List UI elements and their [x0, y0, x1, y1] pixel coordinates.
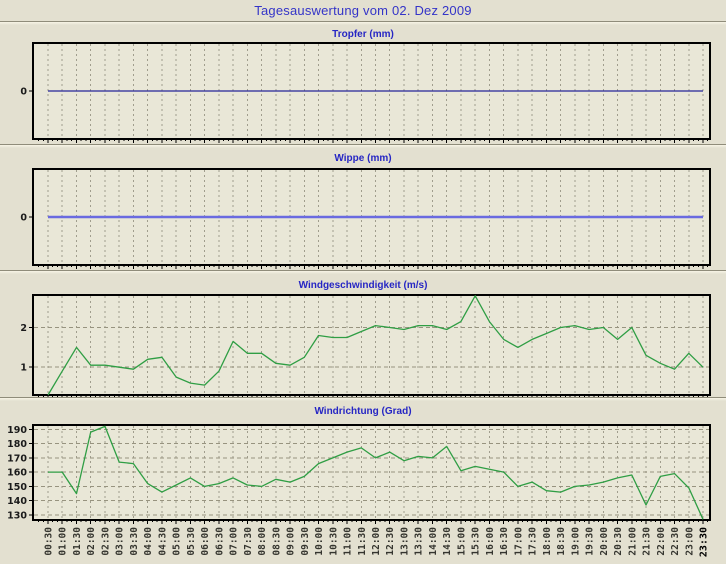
separator	[0, 21, 726, 25]
svg-text:03:30: 03:30	[129, 527, 140, 556]
svg-text:130: 130	[7, 511, 27, 522]
svg-text:02:30: 02:30	[100, 527, 111, 556]
svg-text:01:00: 01:00	[58, 527, 69, 556]
svg-text:01:30: 01:30	[72, 527, 83, 556]
svg-text:15:30: 15:30	[471, 527, 482, 556]
svg-text:22:30: 22:30	[670, 527, 681, 556]
svg-text:09:30: 09:30	[300, 527, 311, 556]
svg-text:21:30: 21:30	[642, 527, 653, 556]
windgeschwindigkeit-chart-title: Windgeschwindigkeit (m/s)	[298, 280, 428, 291]
svg-text:05:00: 05:00	[172, 527, 183, 556]
wippe-chart-title: Wippe (mm)	[334, 153, 392, 164]
svg-text:160: 160	[7, 468, 27, 479]
separator	[0, 144, 726, 148]
svg-text:16:00: 16:00	[485, 527, 496, 556]
chart-panel-tropfer: Tropfer (mm) 0	[0, 25, 726, 144]
svg-text:2: 2	[20, 323, 27, 334]
svg-text:12:30: 12:30	[385, 527, 396, 556]
svg-text:17:00: 17:00	[513, 527, 524, 556]
svg-text:170: 170	[7, 453, 27, 464]
svg-text:180: 180	[7, 439, 27, 450]
svg-text:08:00: 08:00	[257, 527, 268, 556]
svg-text:09:00: 09:00	[286, 527, 297, 556]
svg-text:06:30: 06:30	[214, 527, 225, 556]
svg-text:17:30: 17:30	[528, 527, 539, 556]
svg-text:14:30: 14:30	[442, 527, 453, 556]
svg-text:150: 150	[7, 482, 27, 493]
svg-text:11:00: 11:00	[343, 527, 354, 556]
svg-text:06:00: 06:00	[200, 527, 211, 556]
svg-text:21:00: 21:00	[627, 527, 638, 556]
svg-text:0: 0	[20, 213, 27, 224]
windrichtung-chart-title: Windrichtung (Grad)	[314, 406, 412, 417]
page-title: Tagesauswertung vom 02. Dez 2009	[254, 3, 472, 18]
svg-text:22:00: 22:00	[656, 527, 667, 556]
svg-text:19:30: 19:30	[585, 527, 596, 556]
report-header: Tagesauswertung vom 02. Dez 2009	[0, 0, 726, 21]
svg-text:13:30: 13:30	[414, 527, 425, 556]
svg-text:18:30: 18:30	[556, 527, 567, 556]
svg-text:07:30: 07:30	[243, 527, 254, 556]
svg-text:16:30: 16:30	[499, 527, 510, 556]
wippe-chart-plot: 0	[20, 168, 711, 269]
separator	[0, 270, 726, 274]
svg-text:04:30: 04:30	[157, 527, 168, 556]
svg-text:10:30: 10:30	[328, 527, 339, 556]
svg-text:15:00: 15:00	[456, 527, 467, 556]
svg-text:0: 0	[20, 87, 27, 98]
svg-text:00:30: 00:30	[44, 527, 55, 556]
separator	[0, 397, 726, 401]
svg-text:23:30: 23:30	[699, 527, 710, 557]
svg-text:05:30: 05:30	[186, 527, 197, 556]
chart-panel-wippe: Wippe (mm) 0	[0, 148, 726, 270]
svg-text:140: 140	[7, 496, 27, 507]
svg-text:08:30: 08:30	[271, 527, 282, 556]
svg-text:18:00: 18:00	[542, 527, 553, 556]
svg-text:11:30: 11:30	[357, 527, 368, 556]
svg-text:03:00: 03:00	[115, 527, 126, 556]
windgeschwindigkeit-chart-plot: 12	[20, 294, 711, 397]
svg-text:20:00: 20:00	[599, 527, 610, 556]
svg-text:12:00: 12:00	[371, 527, 382, 556]
svg-text:190: 190	[7, 425, 27, 436]
svg-text:1: 1	[20, 363, 27, 374]
svg-text:14:00: 14:00	[428, 527, 439, 556]
tropfer-chart-plot: 0	[20, 42, 711, 143]
svg-text:02:00: 02:00	[86, 527, 97, 556]
svg-text:13:00: 13:00	[399, 527, 410, 556]
chart-panel-windrichtung: Windrichtung (Grad) 130 140 150 160 170 180 19…	[0, 401, 726, 564]
svg-text:19:00: 19:00	[570, 527, 581, 556]
tropfer-chart-title: Tropfer (mm)	[332, 29, 394, 40]
svg-text:07:00: 07:00	[229, 527, 240, 556]
svg-text:10:00: 10:00	[314, 527, 325, 556]
svg-text:04:00: 04:00	[143, 527, 154, 556]
svg-text:20:30: 20:30	[613, 527, 624, 556]
svg-text:23:00: 23:00	[684, 527, 695, 556]
windrichtung-chart-plot: 130 140 150 160 170 180 190 00:30 01:00 01:30 02:0…	[7, 424, 711, 557]
